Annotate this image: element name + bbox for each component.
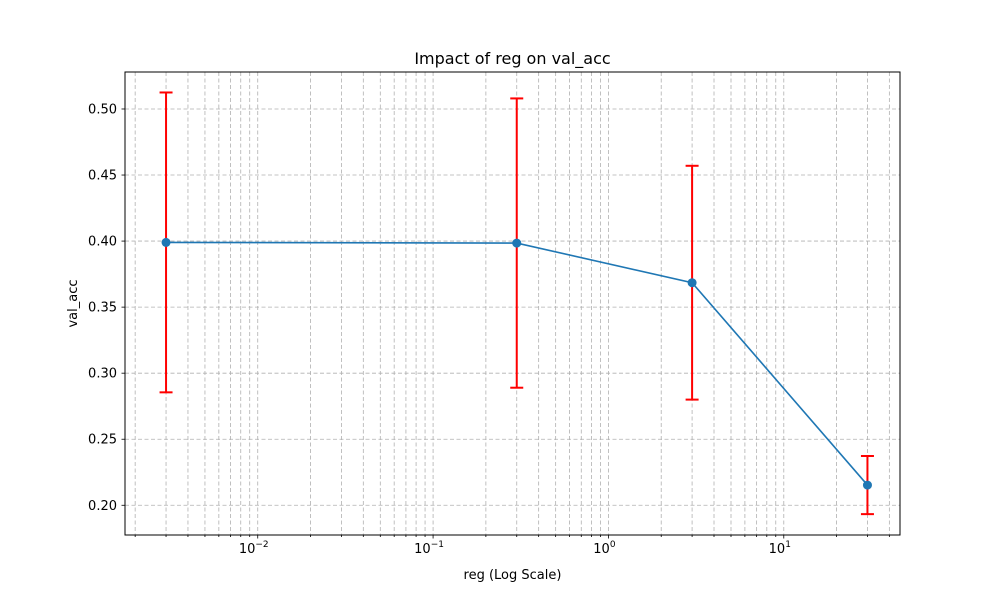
data-point (687, 278, 697, 288)
plot-area (159, 91, 874, 516)
x-tick-label: 10−1 (414, 540, 444, 557)
x-axis-label: reg (Log Scale) (464, 568, 562, 583)
y-tick-label: 0.45 (88, 169, 117, 184)
data-point (862, 480, 872, 490)
y-tick-label: 0.50 (88, 102, 117, 117)
x-tick-label: 101 (769, 540, 791, 557)
y-tick-label: 0.40 (88, 235, 117, 250)
x-tick-label: 100 (593, 540, 616, 557)
data-point (512, 238, 522, 248)
data-point (161, 237, 171, 247)
ticks: 10−2 10−1 100 101 0.20 0.25 0.30 0.35 0.40 0.45 0.… (88, 102, 890, 557)
series-line (166, 241, 869, 486)
y-axis-label: val_acc (66, 279, 81, 327)
axes-frame (124, 71, 901, 536)
grid (125, 72, 900, 535)
y-tick-label: 0.35 (88, 301, 117, 316)
y-tick-label: 0.30 (88, 367, 117, 382)
chart-title: Impact of reg on val_acc (414, 49, 610, 69)
y-tick-label: 0.25 (88, 433, 117, 448)
x-tick-label: 10−2 (239, 540, 269, 557)
y-tick-label: 0.20 (88, 499, 117, 514)
